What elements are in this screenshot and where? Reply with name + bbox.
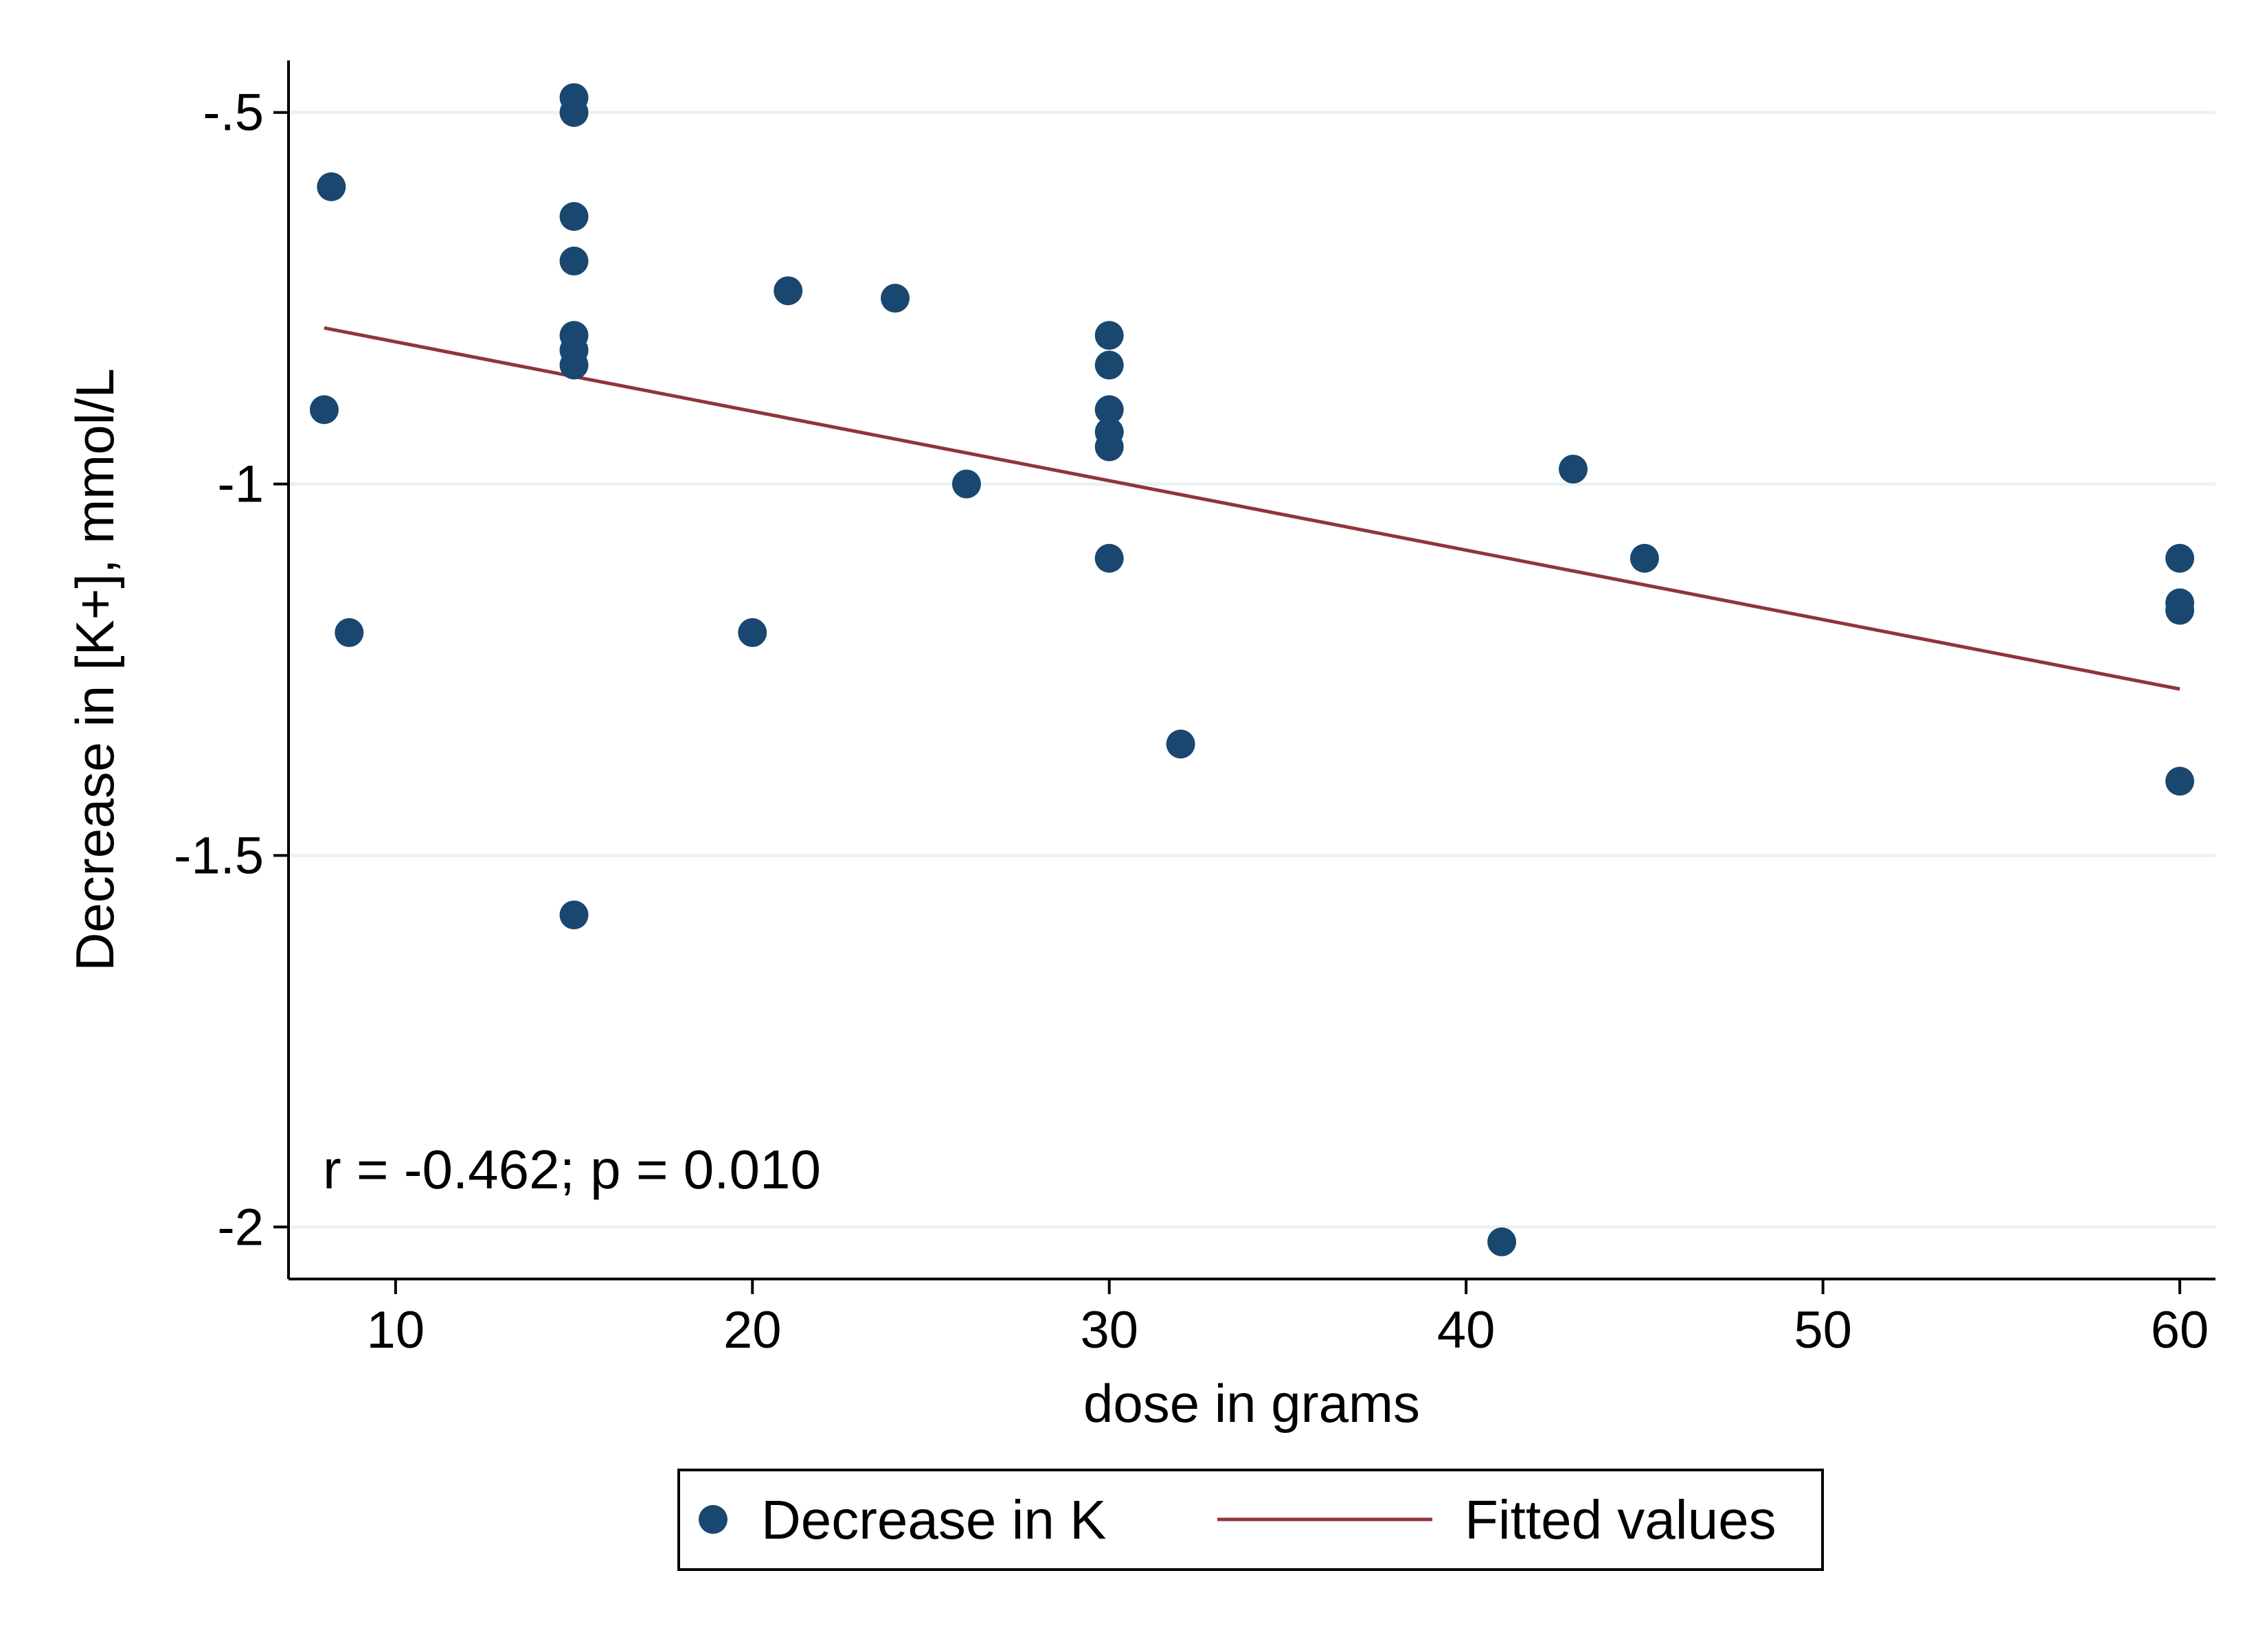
legend-marker-decrease-in-k: [699, 1505, 728, 1534]
data-point: [1094, 321, 1124, 350]
y-tick-label: -1: [217, 455, 264, 514]
data-point: [2165, 543, 2195, 573]
data-point: [559, 202, 589, 231]
fitted-line-layer: [324, 326, 2180, 691]
data-point: [774, 276, 803, 306]
data-point: [1094, 543, 1124, 573]
data-point: [1487, 1227, 1517, 1256]
data-point: [1094, 432, 1124, 462]
legend: Decrease in K Fitted values: [677, 1469, 1824, 1571]
data-point: [559, 98, 589, 127]
data-point: [2165, 596, 2195, 625]
x-tick-label: 50: [1794, 1301, 1852, 1359]
y-axis-title: Decrease in [K+], mmol/L: [65, 368, 125, 971]
fitted-values-line: [324, 326, 2180, 691]
data-point: [2165, 767, 2195, 796]
legend-label-fitted-values: Fitted values: [1465, 1489, 1777, 1550]
data-point: [335, 618, 364, 647]
y-tick-label: -.5: [203, 84, 264, 142]
scatter-points: [309, 83, 2195, 1256]
data-point: [309, 395, 339, 425]
data-point: [1166, 729, 1195, 759]
x-axis-title: dose in grams: [1083, 1373, 1420, 1434]
x-tick-label: 20: [723, 1301, 782, 1359]
data-point: [1094, 395, 1124, 425]
y-tick-label: -2: [217, 1198, 264, 1256]
data-point: [317, 172, 346, 201]
legend-label-decrease-in-k: Decrease in K: [761, 1489, 1106, 1550]
data-point: [1629, 543, 1659, 573]
grid-lines: [289, 111, 2215, 1229]
data-point: [559, 247, 589, 276]
data-point: [559, 900, 589, 929]
data-point: [881, 284, 910, 313]
x-tick-label: 30: [1080, 1301, 1138, 1359]
x-tick-label: 40: [1437, 1301, 1496, 1359]
x-tick-label: 10: [367, 1301, 425, 1359]
data-point: [738, 618, 767, 647]
data-point: [951, 469, 981, 499]
axes: -.5 -1 -1.5 -2 10 20 30 40 50 60: [174, 60, 2215, 1359]
data-point: [1559, 454, 1588, 484]
x-tick-label: 60: [2151, 1301, 2209, 1359]
y-tick-label: -1.5: [174, 826, 264, 885]
data-point: [559, 350, 589, 380]
data-point: [1094, 350, 1124, 380]
correlation-annotation: r = -0.462; p = 0.010: [323, 1139, 821, 1200]
